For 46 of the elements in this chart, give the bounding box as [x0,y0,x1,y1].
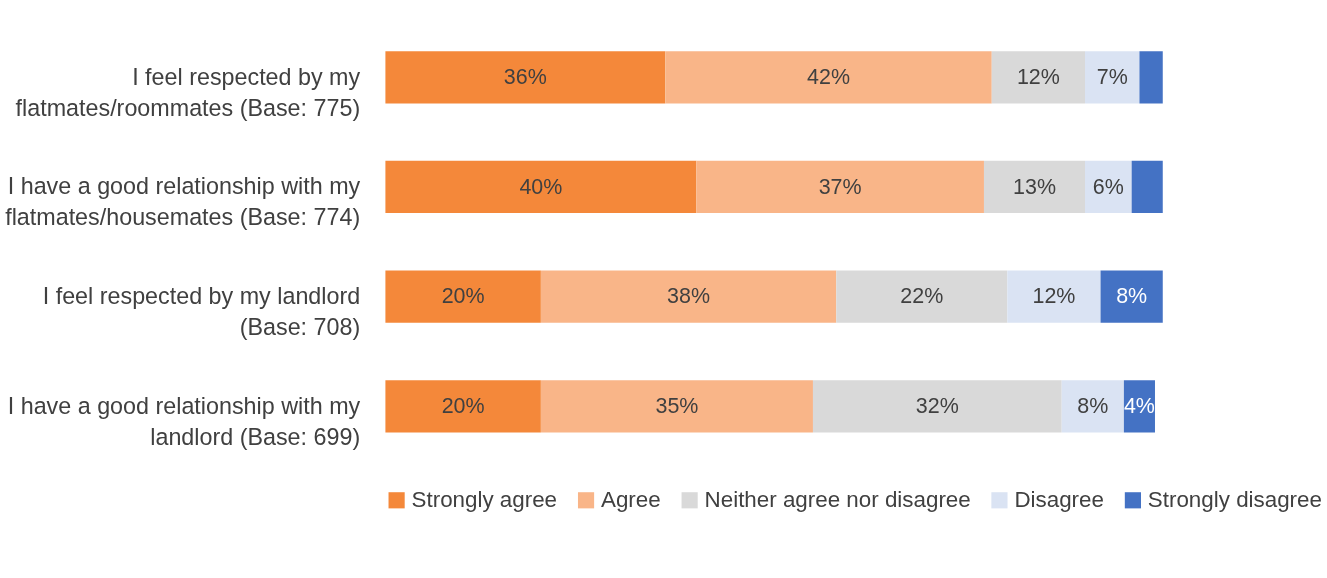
y-tick-label: I feel respected by my flatmates/roommates (Base: 775) [15,63,361,121]
bar [991,51,1086,104]
data-label: 13% [1013,174,1056,199]
bar [1139,51,1163,104]
legend-label: Disagree [1014,486,1104,512]
data-label: 7% [1096,64,1128,89]
data-label: 40% [519,174,563,199]
bar [1085,160,1132,214]
bar [665,51,992,104]
bar [1061,380,1124,433]
data-label: 35% [655,393,699,418]
data-label: 12% [1016,64,1060,89]
bar [540,380,813,433]
data-label: 22% [900,284,944,309]
legend-label: Agree [600,486,661,512]
legend-label: Strongly disagree [1147,486,1322,512]
bar [1100,270,1163,323]
data-label: 8% [1077,393,1109,418]
bar [1131,160,1163,214]
data-label: 12% [1032,284,1076,309]
bar [696,160,984,214]
legend-label: Strongly agree [411,486,558,512]
bar [385,270,541,323]
bar [540,270,837,323]
data-label: 42% [807,64,850,89]
bar [812,380,1062,433]
y-tick-label: I have a good relationship with my flatmates/housemates (Base: 774) [5,173,361,231]
bar [1085,51,1140,104]
data-label: 36% [503,64,547,89]
bar [983,160,1086,214]
data-label: 32% [915,393,959,418]
data-label: 4% [1123,393,1155,418]
bar [385,160,697,214]
data-label: 20% [441,393,485,418]
data-label: 38% [667,284,711,309]
bar [836,270,1008,323]
bar [1007,270,1101,323]
y-tick-label: I feel respected by my landlord (Base: 708) [42,283,361,340]
y-tick-label: I have a good relationship with my landlord (Base: 699) [7,392,361,450]
bar [385,380,541,433]
bar [385,51,666,104]
data-label: 6% [1092,174,1124,199]
data-label: 37% [818,174,862,199]
data-label: 20% [441,284,485,309]
data-label: 8% [1116,284,1148,309]
legend-label: Neither agree nor disagree [704,486,971,512]
